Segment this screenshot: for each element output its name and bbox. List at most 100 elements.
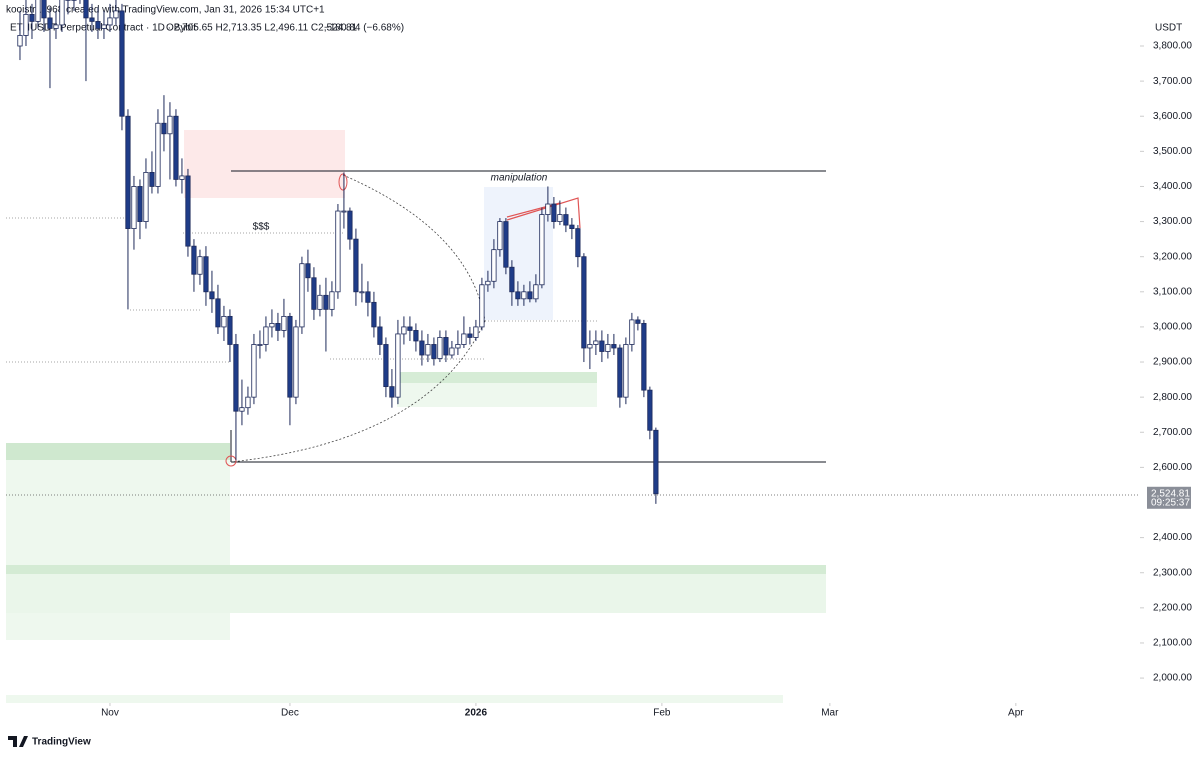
candle-body — [432, 344, 436, 358]
candle-body — [282, 316, 286, 330]
candle-body — [468, 334, 472, 338]
candle-body — [582, 257, 586, 348]
candle-body — [546, 204, 550, 215]
y-tick-label: 2,900.00 — [1153, 357, 1192, 368]
candle-body — [252, 344, 256, 397]
candle-body — [600, 341, 604, 352]
candle-body — [420, 341, 424, 355]
candle-body — [594, 341, 598, 345]
y-tick-label: 3,000.00 — [1153, 322, 1192, 333]
y-tick-label: 3,500.00 — [1153, 146, 1192, 157]
supply-zone — [184, 130, 345, 198]
candle-body — [558, 215, 562, 222]
logo: TradingView — [8, 736, 91, 748]
candle-body — [90, 18, 94, 22]
y-tick-label: 3,600.00 — [1153, 111, 1192, 122]
candle-body — [444, 337, 448, 355]
currency: USDT — [1155, 23, 1182, 34]
y-tick-label: 2,100.00 — [1153, 638, 1192, 649]
demand-zone — [6, 443, 230, 460]
candle-body — [324, 295, 328, 309]
candle-body — [426, 344, 430, 355]
candle-body — [480, 285, 484, 327]
y-tick-label: 3,700.00 — [1153, 76, 1192, 87]
candle-body — [588, 344, 592, 348]
candle-body — [54, 25, 58, 29]
y-tick-label: 3,100.00 — [1153, 286, 1192, 297]
candle-body — [372, 302, 376, 327]
x-tick-label: Mar — [821, 708, 839, 719]
y-tick-label: 2,600.00 — [1153, 462, 1192, 473]
candle-body — [312, 278, 316, 310]
demand-zone — [397, 383, 597, 407]
candle-body — [168, 116, 172, 134]
candle-body — [654, 430, 658, 494]
candle-body — [138, 186, 142, 221]
candle-body — [624, 344, 628, 397]
candle-body — [258, 344, 262, 345]
candle-body — [96, 21, 100, 28]
candle-body — [570, 225, 574, 229]
candle-body — [198, 257, 202, 275]
candle-body — [612, 344, 616, 348]
candle-body — [462, 334, 466, 345]
candle-body — [402, 327, 406, 334]
candle-body — [276, 323, 280, 330]
candle-body — [318, 295, 322, 309]
candle-body — [534, 285, 538, 299]
candle-body — [42, 0, 46, 18]
x-tick-label: Feb — [653, 708, 671, 719]
candle-body — [294, 327, 298, 397]
candle-body — [156, 123, 160, 186]
candle-body — [606, 344, 610, 351]
credit: kooistra1968 created with TradingView.co… — [6, 5, 325, 16]
candle-body — [216, 299, 220, 327]
candle-body — [240, 408, 244, 412]
candle-body — [120, 11, 124, 116]
candle-body — [126, 116, 130, 228]
annotation: $$$ — [253, 222, 270, 233]
demand-zone — [6, 695, 783, 703]
y-tick-label: 2,200.00 — [1153, 602, 1192, 613]
x-tick-label: Nov — [101, 708, 119, 719]
candle-body — [354, 239, 358, 292]
candle-body — [300, 264, 304, 327]
candle-body — [84, 0, 88, 18]
candle-body — [618, 348, 622, 397]
candle-body — [642, 323, 646, 390]
brand: TradingView — [32, 737, 91, 748]
candle-body — [576, 229, 580, 257]
y-tick-label: 2,700.00 — [1153, 427, 1192, 438]
candle-body — [510, 267, 514, 292]
candle-body — [408, 327, 412, 331]
candle-body — [48, 18, 52, 29]
x-tick-label: Apr — [1008, 708, 1024, 719]
candle-body — [180, 176, 184, 180]
candle-body — [360, 292, 364, 293]
candle-body — [204, 257, 208, 292]
candle-body — [234, 344, 238, 411]
y-tick-label: 2,800.00 — [1153, 392, 1192, 403]
y-tick-label: 3,200.00 — [1153, 251, 1192, 262]
candle-body — [438, 337, 442, 358]
candle-body — [366, 292, 370, 303]
candle-body — [450, 348, 454, 355]
candle-body — [528, 292, 532, 299]
countdown: 09:25:37 — [1151, 497, 1190, 508]
candle-body — [246, 397, 250, 408]
candle-body — [540, 215, 544, 285]
candle-body — [474, 327, 478, 338]
candle-body — [522, 292, 526, 299]
candle-body — [144, 172, 148, 221]
candle-body — [492, 250, 496, 282]
candle-body — [36, 0, 40, 21]
candle-body — [108, 18, 112, 25]
candle-body — [498, 222, 502, 250]
candle-body — [222, 316, 226, 327]
candle-body — [336, 211, 340, 292]
drawings — [6, 130, 1140, 703]
candle-body — [18, 35, 22, 46]
candle-body — [288, 316, 292, 397]
candle-body — [174, 116, 178, 179]
